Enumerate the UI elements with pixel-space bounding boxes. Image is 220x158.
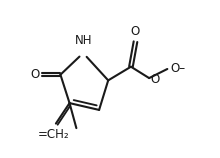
Text: O: O [131,25,140,38]
Text: O–: O– [170,62,185,76]
Text: O: O [150,73,160,86]
Text: =CH₂: =CH₂ [38,128,70,141]
Text: O: O [30,68,39,81]
Text: NH: NH [74,34,92,47]
